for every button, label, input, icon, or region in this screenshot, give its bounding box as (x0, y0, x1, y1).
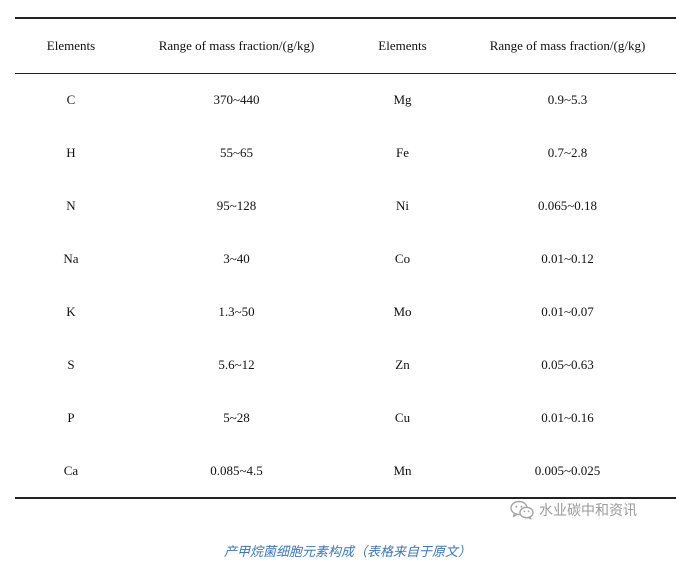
range-cell: 0.01~0.16 (541, 409, 594, 425)
element-cell: H (66, 145, 76, 161)
range-cell: 0.01~0.07 (541, 304, 594, 319)
range-cell: 370~440 (213, 92, 260, 108)
table-row: H 55~65 Fe 0.7~2.8 (15, 127, 676, 180)
table-row: Ca 0.085~4.5 Mn 0.005~0.025 (15, 444, 676, 499)
range-cell: 5~28 (223, 409, 250, 425)
element-mass-fraction-table: Elements Range of mass fraction/(g/kg) E… (15, 17, 676, 499)
range-cell: 3~40 (223, 251, 250, 267)
range-cell: 5.6~12 (218, 356, 255, 372)
range-cell: 1.3~50 (218, 304, 255, 319)
wechat-icon (510, 500, 534, 520)
table-caption: 产甲烷菌细胞元素构成（表格来自于原文） (223, 545, 471, 560)
range-cell: 0.085~4.5 (210, 462, 263, 478)
range-cell: 55~65 (219, 145, 254, 161)
element-cell: Co (394, 251, 411, 267)
range-cell: 0.9~5.3 (547, 92, 588, 108)
range-cell: 0.005~0.025 (534, 462, 601, 478)
header-range-right: Range of mass fraction/(g/kg) (489, 38, 646, 53)
element-cell: Mn (393, 462, 412, 478)
element-table-container: Elements Range of mass fraction/(g/kg) E… (15, 17, 676, 499)
range-cell: 0.05~0.63 (541, 356, 594, 372)
table-row: S 5.6~12 Zn 0.05~0.63 (15, 338, 676, 391)
element-cell: P (67, 409, 75, 425)
element-cell: Ni (396, 198, 409, 214)
wechat-watermark: 水业碳中和资讯 (510, 499, 637, 521)
range-cell: 0.7~2.8 (547, 145, 588, 161)
element-cell: K (66, 304, 76, 319)
header-range-left: Range of mass fraction/(g/kg) (158, 38, 315, 53)
table-row: K 1.3~50 Mo 0.01~0.07 (15, 286, 676, 339)
element-cell: Cu (394, 409, 411, 425)
header-elements-left: Elements (46, 38, 96, 53)
element-cell: S (67, 356, 75, 372)
header-elements-right: Elements (378, 38, 427, 53)
table-row: Na 3~40 Co 0.01~0.12 (15, 233, 676, 286)
element-cell: C (66, 92, 76, 108)
element-cell: Zn (395, 356, 410, 372)
element-cell: Ca (63, 462, 79, 478)
element-cell: N (66, 198, 76, 214)
element-cell: Fe (396, 145, 409, 161)
range-cell: 95~128 (216, 198, 257, 214)
table-header-row: Elements Range of mass fraction/(g/kg) E… (15, 18, 676, 74)
table-row: P 5~28 Cu 0.01~0.16 (15, 391, 676, 444)
range-cell: 0.01~0.12 (541, 251, 594, 267)
element-cell: Na (63, 251, 79, 267)
range-cell: 0.065~0.18 (537, 198, 598, 214)
table-row: C 370~440 Mg 0.9~5.3 (15, 74, 676, 127)
watermark-text: 水业碳中和资讯 (539, 503, 637, 519)
table-row: N 95~128 Ni 0.065~0.18 (15, 180, 676, 233)
table-body: C 370~440 Mg 0.9~5.3 H 55~65 Fe 0.7~2.8 … (15, 74, 676, 499)
element-cell: Mg (393, 92, 412, 108)
element-cell: Mo (393, 304, 412, 319)
